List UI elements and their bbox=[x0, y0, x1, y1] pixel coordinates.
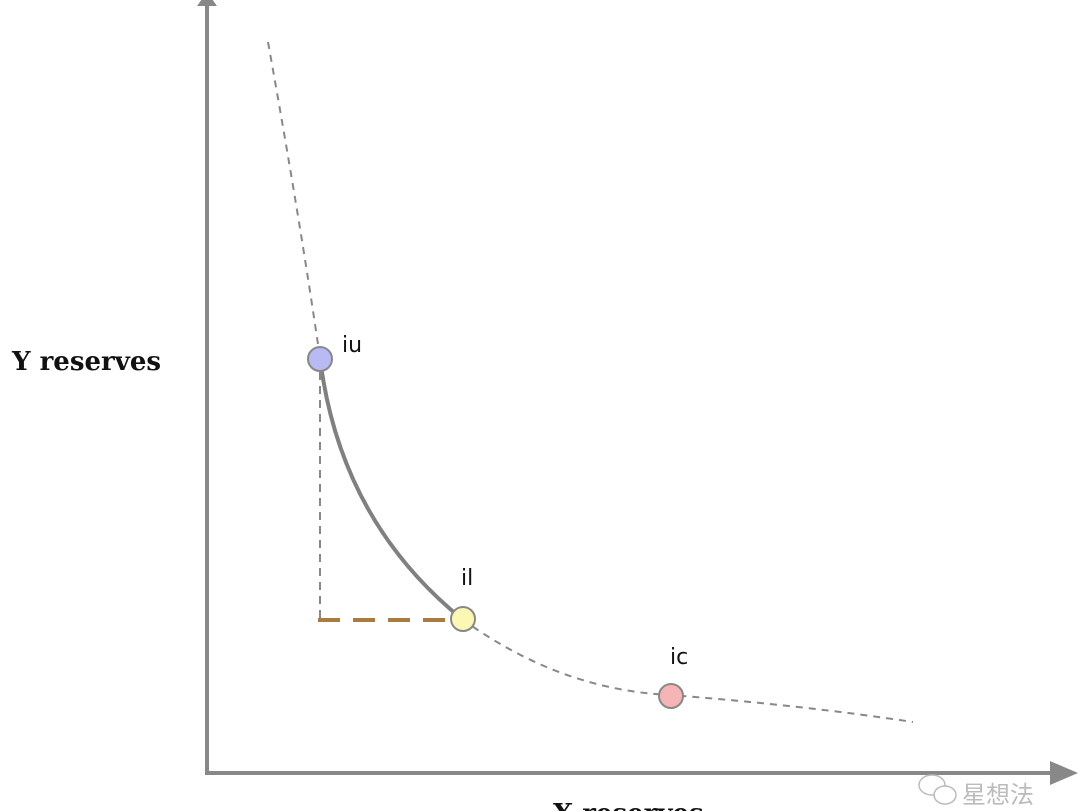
y-axis-label: Y reserves bbox=[11, 347, 161, 377]
curve-dashed-upper bbox=[267, 41, 321, 359]
watermark-text: 星想法 bbox=[962, 781, 1034, 809]
point-iu bbox=[307, 346, 333, 372]
label-ic: ic bbox=[670, 645, 688, 670]
label-il: il bbox=[461, 566, 473, 591]
y-axis-arrow bbox=[197, 0, 217, 6]
curve-active-range bbox=[318, 357, 464, 621]
curve-dashed-lower bbox=[461, 618, 914, 723]
label-iu: iu bbox=[342, 333, 362, 358]
x-axis-label: X reserves bbox=[553, 799, 704, 811]
wechat-icon bbox=[918, 774, 957, 805]
x-axis-arrow bbox=[1050, 761, 1078, 785]
point-il bbox=[450, 606, 476, 632]
point-ic bbox=[658, 683, 684, 709]
